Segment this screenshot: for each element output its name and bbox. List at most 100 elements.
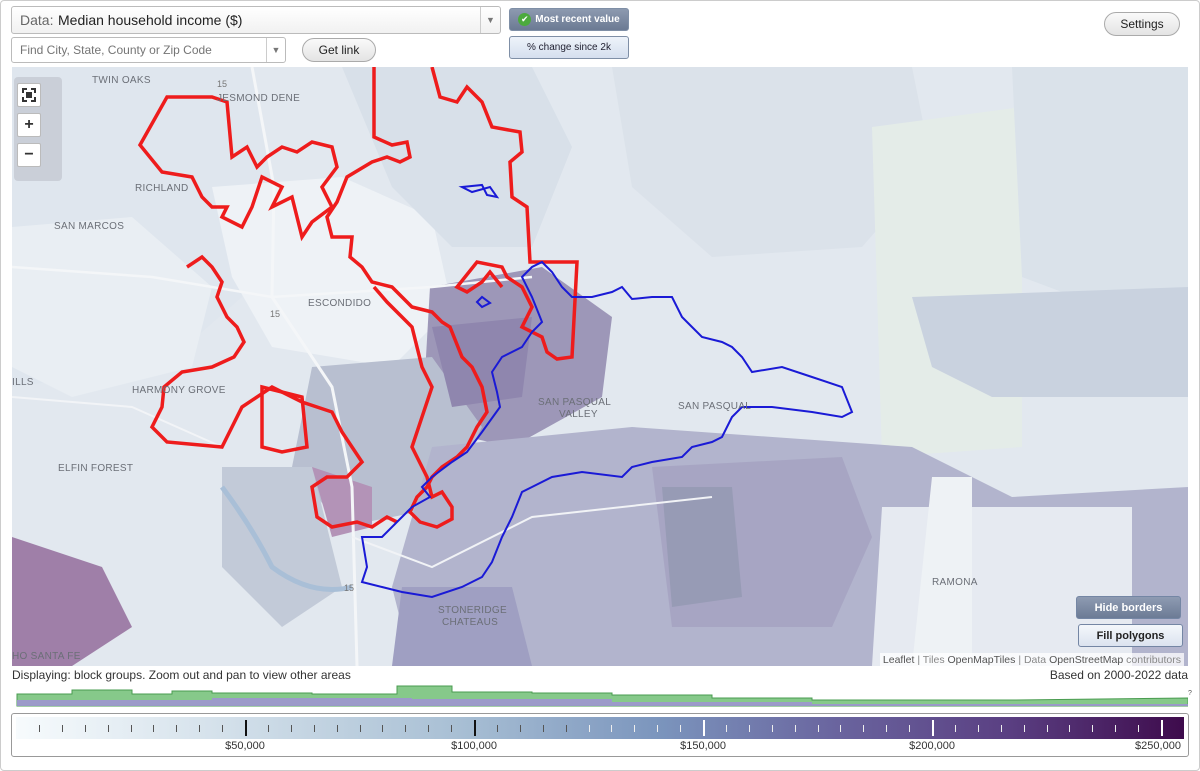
data-select[interactable]: Data: Median household income ($) ▼ (11, 6, 501, 34)
legend-minor-tick (771, 725, 773, 732)
legend-minor-tick (267, 725, 269, 732)
legend-major-tick (932, 720, 935, 736)
place-label: VALLEY (559, 409, 598, 420)
legend-minor-tick (542, 725, 544, 732)
legend-minor-tick (748, 725, 750, 732)
legend-minor-tick (909, 725, 911, 732)
legend-minor-tick (680, 725, 682, 732)
legend-minor-tick (313, 725, 315, 732)
legend-minor-tick (130, 725, 132, 732)
legend-minor-tick (38, 725, 40, 732)
place-label: ESCONDIDO (308, 298, 372, 309)
legend-minor-tick (863, 725, 865, 732)
most-recent-value-toggle[interactable]: ✔ Most recent value (509, 8, 629, 31)
legend-minor-tick (336, 725, 338, 732)
legend-minor-tick (451, 725, 453, 732)
search-input[interactable] (11, 37, 286, 63)
legend-gradient-bar (16, 717, 1184, 739)
zoom-out-button[interactable]: − (17, 143, 41, 167)
place-label: HARMONY GROVE (132, 385, 226, 396)
legend-minor-tick (1069, 725, 1071, 732)
zoom-in-button[interactable]: + (17, 113, 41, 137)
place-label: HO SANTA FE (12, 651, 81, 662)
map-view[interactable]: TWIN OAKS JESMOND DENE RICHLAND SAN MARC… (12, 67, 1188, 666)
legend-minor-tick (634, 725, 636, 732)
place-label: TWIN OAKS (92, 75, 151, 86)
attribution-text: contributors (1123, 654, 1181, 666)
legend-minor-tick (794, 725, 796, 732)
displaying-status: Displaying: block groups. Zoom out and p… (12, 668, 351, 682)
map-canvas (12, 67, 1188, 666)
legend-minor-tick (290, 725, 292, 732)
legend-minor-tick (817, 725, 819, 732)
openstreetmap-link[interactable]: OpenStreetMap (1049, 654, 1124, 666)
legend-minor-tick (199, 725, 201, 732)
legend-major-tick (1161, 720, 1164, 736)
legend-minor-tick (886, 725, 888, 732)
chevron-down-icon[interactable]: ▼ (266, 38, 285, 62)
legend-tick-label: $150,000 (680, 740, 726, 752)
legend-minor-tick (565, 725, 567, 732)
legend-minor-tick (1000, 725, 1002, 732)
legend-minor-tick (153, 725, 155, 732)
place-label: SAN MARCOS (54, 221, 125, 232)
legend-minor-tick (954, 725, 956, 732)
legend-minor-tick (176, 725, 178, 732)
legend-minor-tick (222, 725, 224, 732)
map-attribution: Leaflet | Tiles OpenMapTiles | Data Open… (879, 653, 1184, 666)
legend-major-tick (703, 720, 706, 736)
legend-major-tick (474, 720, 477, 736)
chevron-down-icon[interactable]: ▼ (480, 7, 500, 33)
legend-tick-label: $50,000 (225, 740, 265, 752)
legend-minor-tick (1092, 725, 1094, 732)
value-histogram (16, 685, 1188, 707)
legend-minor-tick (588, 725, 590, 732)
get-link-button[interactable]: Get link (302, 38, 376, 62)
legend-minor-tick (382, 725, 384, 732)
legend-minor-tick (611, 725, 613, 732)
legend-minor-tick (1115, 725, 1117, 732)
legend-minor-tick (519, 725, 521, 732)
legend-minor-tick (61, 725, 63, 732)
leaflet-link[interactable]: Leaflet (882, 654, 915, 666)
hide-borders-button[interactable]: Hide borders (1076, 596, 1181, 619)
place-label: CHATEAUS (442, 617, 499, 628)
legend-tick-label: $100,000 (451, 740, 497, 752)
place-label: SAN PASQUAL (678, 401, 752, 412)
check-icon: ✔ (518, 13, 532, 26)
legend-minor-tick (1046, 725, 1048, 732)
legend-minor-tick (107, 725, 109, 732)
openmaptiles-link[interactable]: OpenMapTiles (947, 654, 1016, 666)
highway-label: 15 (217, 79, 228, 89)
fill-polygons-button[interactable]: Fill polygons (1078, 624, 1183, 647)
place-label: RICHLAND (135, 183, 189, 194)
data-select-label: Data: (20, 12, 54, 28)
pct-change-toggle[interactable]: % change since 2k (509, 36, 629, 59)
legend-minor-tick (1138, 725, 1140, 732)
legend-tick-label: $250,000 (1135, 740, 1181, 752)
legend-minor-tick (428, 725, 430, 732)
fullscreen-icon[interactable] (17, 83, 41, 107)
help-marker[interactable]: ? (1188, 690, 1192, 697)
legend-minor-tick (1023, 725, 1025, 732)
color-legend: $50,000 $100,000 $150,000 $200,000 $250,… (11, 713, 1189, 757)
highway-label: 15 (270, 309, 281, 319)
place-label: ELFIN FOREST (58, 463, 134, 474)
highway-label: 15 (344, 583, 355, 593)
data-range-note: Based on 2000-2022 data (1049, 668, 1188, 682)
legend-tick-label: $200,000 (909, 740, 956, 752)
attribution-text: | Tiles (914, 654, 948, 666)
legend-minor-tick (496, 725, 498, 732)
legend-minor-tick (977, 725, 979, 732)
legend-minor-tick (359, 725, 361, 732)
place-label: JESMOND DENE (217, 93, 301, 104)
attribution-text: | Data (1015, 654, 1050, 666)
settings-button[interactable]: Settings (1104, 12, 1180, 36)
legend-minor-tick (405, 725, 407, 732)
place-label: STONERIDGE (438, 605, 507, 616)
place-label: ILLS (12, 377, 34, 388)
legend-minor-tick (725, 725, 727, 732)
legend-minor-tick (84, 725, 86, 732)
data-select-value: Median household income ($) (58, 12, 243, 28)
legend-minor-tick (657, 725, 659, 732)
